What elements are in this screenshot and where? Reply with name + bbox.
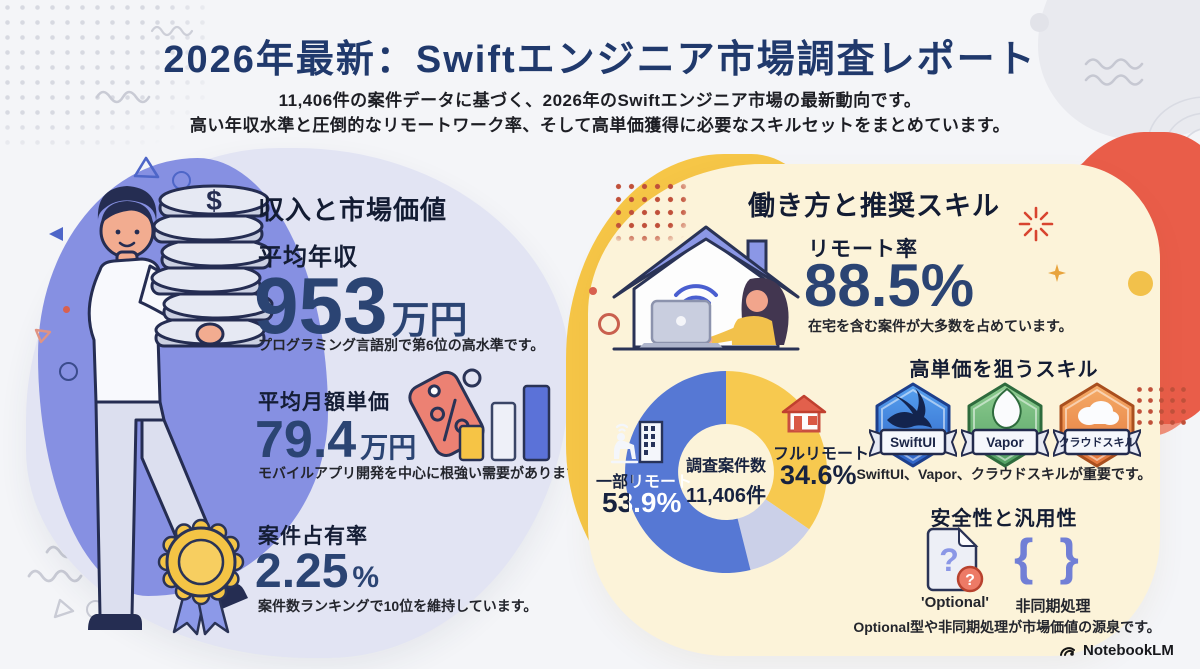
- office-building-icon: [610, 420, 664, 464]
- person-with-coins-illustration: $: [87, 184, 274, 630]
- badge-cloud-label: クラウドスキル: [1059, 436, 1136, 449]
- brand-footer: NotebookLM: [1058, 641, 1174, 659]
- optional-document-icon: ? ?: [926, 527, 984, 593]
- segment-other: [737, 499, 810, 570]
- vapor-drop-icon: [992, 387, 1022, 429]
- red-ring-decor: [598, 313, 620, 335]
- price-tag-icon: [408, 368, 551, 462]
- brand-name: NotebookLM: [1083, 641, 1174, 659]
- squiggle-icon: [27, 569, 83, 583]
- bar-chart-icon: [458, 384, 551, 462]
- notebooklm-icon: [1060, 647, 1075, 656]
- swift-bird-icon: [887, 388, 932, 428]
- sparkle-icon: [1048, 264, 1066, 282]
- survey-count-value: 11,406件: [685, 485, 767, 507]
- gray-dot: [1030, 13, 1049, 32]
- partial-remote-value: 53.9%: [602, 487, 682, 518]
- svg-text:?: ?: [965, 572, 975, 589]
- red-dot-decor: [589, 287, 597, 295]
- badge-swiftui: SwiftUI: [869, 382, 957, 468]
- svg-text:?: ?: [939, 542, 959, 578]
- dot-grid-top-left: [0, 0, 215, 152]
- dollar-sign: $: [206, 185, 222, 216]
- annual-income-unit: 万円: [391, 300, 468, 342]
- full-remote-value: 34.6%: [780, 460, 857, 490]
- full-remote-label: フルリモート: [773, 446, 870, 463]
- dot-grid-red-right: [1134, 384, 1188, 430]
- badge-cloud: クラウドスキル: [1053, 382, 1141, 468]
- triangle-decor: [133, 156, 160, 179]
- income-section-heading: 収入と市場価値: [258, 195, 448, 225]
- page-subtitle-2: 高い年収水準と圧倒的なリモートワーク率、そして高単価獲得に必要なスキルセットをま…: [189, 116, 1011, 135]
- braces-icon: { }: [1014, 529, 1085, 585]
- page-subtitle-1: 11,406件の案件データに基づく、2026年のSwiftエンジニア市場の最新動…: [278, 91, 922, 110]
- safety-heading: 安全性と汎用性: [930, 508, 1078, 530]
- monthly-rate-unit: 万円: [360, 432, 417, 463]
- remote-rate-note: 在宅を含む案件が大多数を占めています。: [808, 318, 1073, 334]
- badge-vapor-label: Vapor: [986, 435, 1024, 450]
- safety-note: Optional型や非同期処理が市場価値の源泉です。: [853, 619, 1161, 635]
- squiggle-icon: [1084, 58, 1144, 70]
- share-note: 案件数ランキングで10位を維持しています。: [258, 598, 538, 614]
- donut-center-label: 調査案件数 11,406件: [666, 452, 786, 508]
- badge-vapor: Vapor: [961, 382, 1049, 468]
- share-label: 案件占有率: [258, 525, 368, 548]
- triangle-decor: [34, 328, 52, 344]
- annual-income-label: 平均年収: [258, 244, 358, 271]
- partial-remote-label: 一部リモート: [596, 468, 692, 492]
- cloud-icon: [1078, 401, 1119, 425]
- remote-rate-label: リモート率: [808, 238, 918, 261]
- monthly-rate-label: 平均月額単価: [258, 391, 390, 414]
- full-remote-house-icon: [781, 394, 827, 433]
- survey-count-label: 調査案件数: [685, 458, 766, 475]
- dot-decor: [63, 306, 70, 313]
- async-label: 非同期処理: [1015, 598, 1091, 615]
- page-title: 2026年最新：Swiftエンジニア市場調査レポート: [163, 39, 1037, 81]
- tag-ring: [462, 368, 482, 388]
- optional-label: 'Optional': [921, 594, 989, 611]
- monthly-rate-value: 79.4: [255, 411, 357, 469]
- badge-swiftui-label: SwiftUI: [890, 435, 936, 450]
- coins-stack-icon: $: [150, 184, 274, 348]
- monthly-rate-note: モバイルアプリ開発を中心に根強い需要があります。: [258, 465, 593, 481]
- triangle-decor: [49, 227, 63, 241]
- share-value: 2.25: [255, 545, 349, 598]
- skills-note: SwiftUI、Vapor、クラウドスキルが重要です。: [856, 466, 1152, 482]
- share-unit: %: [352, 561, 380, 594]
- person-illustration: [87, 186, 248, 630]
- squiggle-icon: [95, 90, 151, 104]
- annual-income-value: 953: [254, 261, 388, 350]
- annual-income-note: プログラミング言語別で第6位の高水準です。: [258, 337, 545, 353]
- woman-at-laptop: [638, 277, 789, 349]
- remote-rate-value: 88.5%: [804, 252, 975, 319]
- squiggle-icon: [150, 25, 194, 37]
- starburst-icon: [1018, 206, 1054, 242]
- medal-icon: [157, 518, 245, 636]
- skills-heading: 高単価を狙うスキル: [909, 359, 1099, 381]
- hand: [195, 322, 225, 346]
- work-section-heading: 働き方と推奨スキル: [748, 191, 1000, 221]
- dot-grid-red-left: [612, 180, 692, 242]
- triangle-decor: [53, 598, 75, 619]
- house-wifi-icon: [612, 225, 800, 351]
- yellow-dot: [1128, 271, 1153, 296]
- circle-decor: [59, 362, 78, 381]
- squiggle-icon: [1084, 74, 1144, 86]
